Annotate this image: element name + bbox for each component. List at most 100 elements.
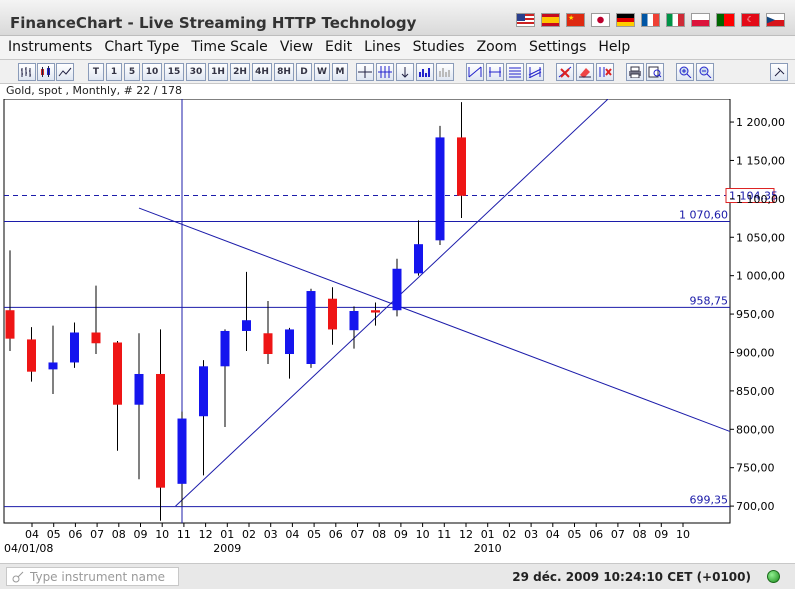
- zoom-out-icon[interactable]: [696, 63, 714, 81]
- y-tick-label: 1 050,00: [736, 231, 785, 244]
- print-preview-icon[interactable]: [646, 63, 664, 81]
- x-tick-label: 04: [25, 528, 39, 541]
- x-tick-label: 07: [351, 528, 365, 541]
- y-tick-label: 750,00: [736, 462, 775, 475]
- timescale-1-button[interactable]: 1: [106, 63, 122, 81]
- candle-body: [349, 311, 359, 331]
- candle-body: [263, 333, 273, 355]
- delete-line-icon[interactable]: [556, 63, 574, 81]
- menu-chart-type[interactable]: Chart Type: [104, 39, 180, 55]
- timescale-day-button[interactable]: D: [296, 63, 312, 81]
- jp-flag-icon[interactable]: [591, 13, 610, 27]
- menu-lines[interactable]: Lines: [364, 39, 401, 55]
- x-tick-label: 01: [220, 528, 234, 541]
- timescale-4h-button[interactable]: 4H: [252, 63, 272, 81]
- candle-body: [199, 366, 208, 417]
- channel-line-icon[interactable]: [526, 63, 544, 81]
- x-tick-label: 08: [112, 528, 126, 541]
- current-price-label: 1 104,35: [729, 190, 778, 203]
- timescale-2h-button[interactable]: 2H: [230, 63, 250, 81]
- volume-bars-icon[interactable]: [416, 63, 434, 81]
- pt-flag-icon[interactable]: [716, 13, 735, 27]
- price-chart[interactable]: 1 104,351 070,60 958,75 699,35 700,00 750,0…: [0, 99, 795, 563]
- candle-body: [414, 244, 423, 274]
- horizontal-line-label: 958,75: [690, 294, 729, 307]
- crosshair-icon[interactable]: [356, 63, 374, 81]
- candle-body: [457, 137, 466, 196]
- menu-studies[interactable]: Studies: [412, 39, 465, 55]
- us-flag-icon[interactable]: [516, 13, 535, 27]
- timescale-30-button[interactable]: 30: [186, 63, 206, 81]
- menu-time-scale[interactable]: Time Scale: [191, 39, 268, 55]
- instrument-search-input[interactable]: [30, 569, 178, 584]
- title-bar: FinanceChart - Live Streaming HTTP Techn…: [0, 0, 795, 36]
- x-tick-label: 06: [329, 528, 343, 541]
- fibonacci-icon[interactable]: [506, 63, 524, 81]
- language-flags: ★ ☾: [516, 13, 785, 27]
- candle-body: [371, 310, 380, 313]
- y-tick-label: 1 200,00: [736, 116, 785, 129]
- x-tick-label: 05: [47, 528, 61, 541]
- studies-disabled-icon[interactable]: [436, 63, 454, 81]
- candle-body: [5, 310, 15, 339]
- timescale-month-button[interactable]: M: [332, 63, 348, 81]
- trendline-draw-icon[interactable]: [466, 63, 484, 81]
- x-tick-label: 07: [611, 528, 625, 541]
- candle-body: [134, 373, 144, 405]
- line-chart-icon[interactable]: [56, 63, 74, 81]
- detach-pin-icon[interactable]: [770, 63, 788, 81]
- candle-body: [156, 373, 165, 488]
- x-tick-label: 05: [568, 528, 582, 541]
- timescale-5-button[interactable]: 5: [124, 63, 140, 81]
- y-tick-label: 900,00: [736, 346, 775, 359]
- x-tick-label: 10: [416, 528, 430, 541]
- menu-zoom[interactable]: Zoom: [476, 39, 517, 55]
- es-flag-icon[interactable]: [541, 13, 560, 27]
- zoom-in-icon[interactable]: [676, 63, 694, 81]
- y-tick-label: 1 000,00: [736, 270, 785, 283]
- de-flag-icon[interactable]: [616, 13, 635, 27]
- timescale-week-button[interactable]: W: [314, 63, 330, 81]
- timescale-1h-button[interactable]: 1H: [208, 63, 228, 81]
- x-tick-label: 07: [90, 528, 104, 541]
- tr-flag-icon[interactable]: ☾: [741, 13, 760, 27]
- horizontal-line-icon[interactable]: [486, 63, 504, 81]
- info-cursor-icon[interactable]: [396, 63, 414, 81]
- x-tick-label: 05: [307, 528, 321, 541]
- price-label-box: [725, 188, 775, 204]
- timescale-8h-button[interactable]: 8H: [274, 63, 294, 81]
- grid-cross-icon[interactable]: [376, 63, 394, 81]
- pl-flag-icon[interactable]: [691, 13, 710, 27]
- menu-settings[interactable]: Settings: [528, 39, 587, 55]
- candle-body: [242, 320, 251, 331]
- menu-edit[interactable]: Edit: [325, 39, 353, 55]
- menu-instruments[interactable]: Instruments: [8, 39, 93, 55]
- timescale-15-button[interactable]: 15: [164, 63, 184, 81]
- timescale-10-button[interactable]: 10: [142, 63, 162, 81]
- delete-all-icon[interactable]: [596, 63, 614, 81]
- x-tick-label: 11: [177, 528, 191, 541]
- eraser-icon[interactable]: [576, 63, 594, 81]
- cn-flag-icon[interactable]: ★: [566, 13, 585, 27]
- timescale-tick-button[interactable]: T: [88, 63, 104, 81]
- menu-help[interactable]: Help: [598, 39, 631, 55]
- menu-view[interactable]: View: [279, 39, 314, 55]
- it-flag-icon[interactable]: [666, 13, 685, 27]
- chart-info: Gold, spot , Monthly, # 22 / 178: [6, 84, 182, 97]
- ohlc-bars-icon[interactable]: [18, 63, 36, 81]
- x-tick-label: 02: [502, 528, 516, 541]
- print-icon[interactable]: [626, 63, 644, 81]
- x-tick-label: 11: [437, 528, 451, 541]
- x-tick-label: 06: [589, 528, 603, 541]
- y-tick-label: 700,00: [736, 500, 775, 513]
- x-tick-label: 01: [481, 528, 495, 541]
- candle-body: [435, 137, 445, 241]
- x-tick-label: 04: [285, 528, 299, 541]
- fr-flag-icon[interactable]: [641, 13, 660, 27]
- candlestick-icon[interactable]: [37, 63, 55, 81]
- cz-flag-icon[interactable]: [766, 13, 785, 27]
- horizontal-line-label: 699,35: [690, 494, 729, 507]
- plot-area: [3, 99, 731, 524]
- x-tick-label: 12: [459, 528, 473, 541]
- x-tick-label: 09: [134, 528, 148, 541]
